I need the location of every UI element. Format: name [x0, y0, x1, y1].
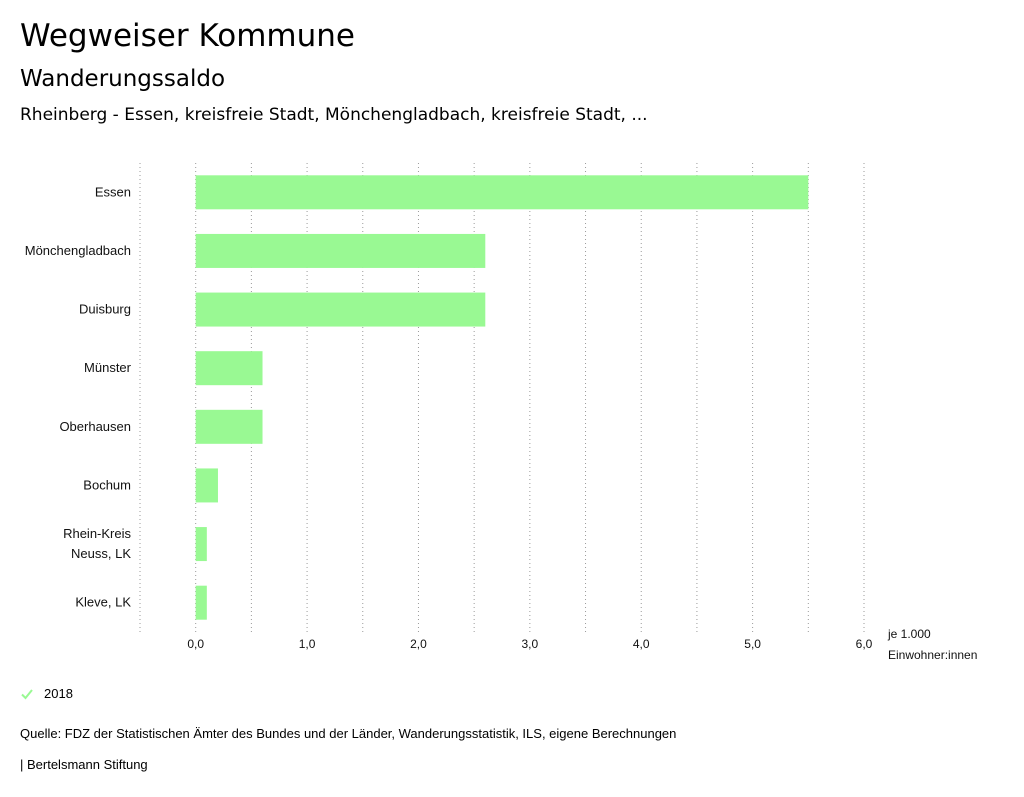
chart-subtitle: Wanderungssaldo [20, 66, 226, 92]
bar-chart: Essen Mönchengladbach Duisburg Münster Oberh… [25, 163, 977, 662]
category-label: Essen [95, 184, 131, 199]
category-label-line: Münster [84, 360, 132, 375]
category-label-line: Rhein-Kreis [63, 526, 131, 541]
region-context: Rheinberg - Essen, kreisfreie Stadt, Mön… [20, 105, 648, 125]
category-label-line: Neuss, LK [71, 546, 131, 561]
category-label: Bochum [83, 477, 131, 492]
source-note: Quelle: FDZ der Statistischen Ämter des … [20, 726, 677, 741]
legend-label: 2018 [44, 686, 73, 701]
category-label: Duisburg [79, 302, 131, 317]
bar-1 [195, 233, 486, 268]
bar-4 [195, 409, 263, 444]
category-label-line: Kleve, LK [75, 595, 131, 610]
x-tick-label: 4,0 [633, 637, 650, 651]
x-tick-label: 2,0 [410, 637, 427, 651]
x-axis-unit-label: je 1.000 [887, 627, 931, 641]
category-label: Mönchengladbach [25, 243, 131, 258]
check-icon [21, 688, 33, 699]
x-axis-unit-label: Einwohner:innen [888, 648, 977, 662]
x-tick-label: 1,0 [299, 637, 316, 651]
bar-6 [195, 527, 207, 562]
bar-5 [195, 468, 218, 503]
brand-note: | Bertelsmann Stiftung [20, 757, 148, 772]
category-label-line: Mönchengladbach [25, 243, 131, 258]
x-tick-label: 5,0 [744, 637, 761, 651]
x-tick-label: 3,0 [522, 637, 539, 651]
legend[interactable]: 2018 [20, 686, 73, 701]
category-label: Oberhausen [59, 419, 131, 434]
bar-7 [195, 585, 207, 620]
page-title: Wegweiser Kommune [20, 18, 355, 54]
category-label-line: Bochum [83, 477, 131, 492]
bar-2 [195, 292, 486, 327]
check-icon-path [21, 688, 33, 699]
category-label-line: Essen [95, 184, 131, 199]
category-label-line: Oberhausen [59, 419, 131, 434]
x-tick-label: 0,0 [187, 637, 204, 651]
category-label: Münster [84, 360, 132, 375]
category-label: Kleve, LK [75, 595, 131, 610]
category-label: Rhein-Kreis Neuss, LK [63, 526, 131, 561]
x-tick-label: 6,0 [856, 637, 873, 651]
bar-3 [195, 351, 263, 386]
bar-0 [195, 175, 809, 210]
category-label-line: Duisburg [79, 302, 131, 317]
